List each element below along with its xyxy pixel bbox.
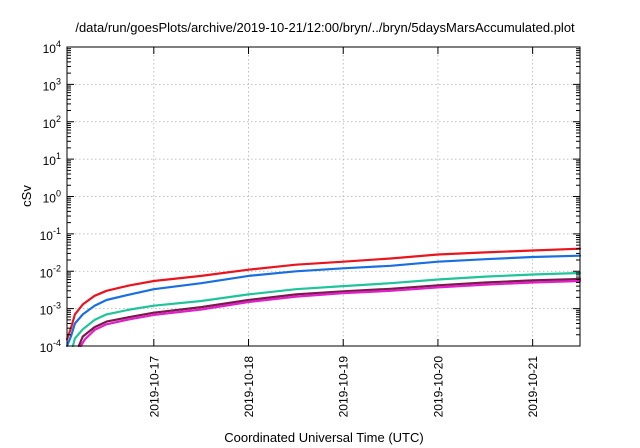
series-line [71,271,582,348]
grid [67,47,580,346]
y-tick-label: 101 [43,151,61,168]
x-tick-label: 2019-10-17 [147,356,161,418]
chart-title: /data/run/goesPlots/archive/2019-10-21/1… [75,20,575,35]
x-axis-label: Coordinated Universal Time (UTC) [224,430,423,445]
x-tick-label: 2019-10-18 [242,356,256,418]
series-line [65,254,582,348]
y-tick-label: 10-2 [40,263,61,280]
x-tick-label: 2019-10-21 [526,356,540,418]
y-tick-label: 10-1 [40,226,61,243]
y-axis: 10-4 10-3 10-2 10-1 100 101 102 103 104 [40,39,580,355]
series-line [79,279,582,348]
y-tick-label: 10-3 [40,301,61,318]
y-tick-label: 104 [43,39,61,56]
y-tick-label: 100 [43,189,61,206]
x-axis: 2019-10-17 2019-10-18 2019-10-19 2019-10-20… [147,47,540,417]
x-tick-label: 2019-10-20 [431,356,445,418]
series-line [77,277,582,348]
y-tick-label: 10-4 [40,338,61,355]
y-tick-label: 102 [43,114,61,131]
y-axis-label: cSv [19,185,34,207]
x-tick-label: 2019-10-19 [337,356,351,418]
series-group [65,247,582,348]
y-tick-label: 103 [43,76,61,93]
series-line [65,247,582,341]
